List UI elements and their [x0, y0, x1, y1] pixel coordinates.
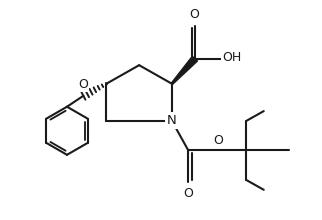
Text: O: O [190, 8, 199, 22]
Text: O: O [78, 78, 88, 91]
Text: O: O [213, 134, 223, 147]
Polygon shape [171, 56, 197, 84]
Text: O: O [184, 187, 193, 200]
Text: N: N [167, 114, 177, 127]
Text: OH: OH [222, 51, 241, 64]
